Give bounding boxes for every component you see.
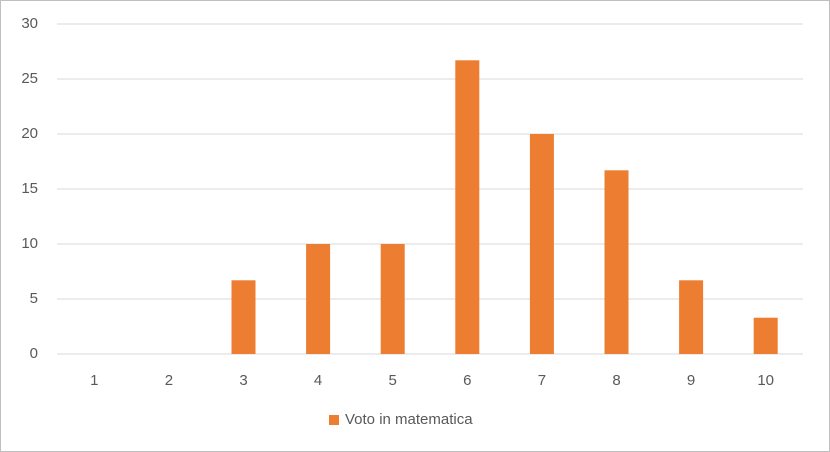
bar: [529, 134, 554, 354]
x-tick-label: 2: [165, 372, 173, 389]
x-tick-label: 6: [463, 372, 471, 389]
x-tick-label: 10: [757, 372, 774, 389]
y-tick-label: 0: [30, 345, 38, 362]
bar: [604, 170, 629, 354]
y-tick-label: 30: [21, 15, 38, 32]
bar: [753, 317, 778, 354]
legend-label: Voto in matematica: [345, 411, 473, 428]
bar: [455, 60, 480, 355]
y-tick-label: 15: [21, 180, 38, 197]
x-tick-label: 5: [389, 372, 397, 389]
x-tick-label: 8: [612, 372, 620, 389]
bar: [231, 280, 256, 354]
legend-swatch: [329, 415, 339, 425]
y-tick-label: 25: [21, 70, 38, 87]
x-tick-label: 9: [687, 372, 695, 389]
x-tick-label: 3: [239, 372, 247, 389]
x-tick-label: 1: [90, 372, 98, 389]
y-tick-label: 20: [21, 125, 38, 142]
x-tick-label: 7: [538, 372, 546, 389]
y-tick-label: 10: [21, 235, 38, 252]
bar: [679, 280, 704, 354]
y-tick-label: 5: [30, 290, 38, 307]
bar: [306, 244, 331, 354]
x-tick-label: 4: [314, 372, 322, 389]
bar: [380, 244, 405, 354]
